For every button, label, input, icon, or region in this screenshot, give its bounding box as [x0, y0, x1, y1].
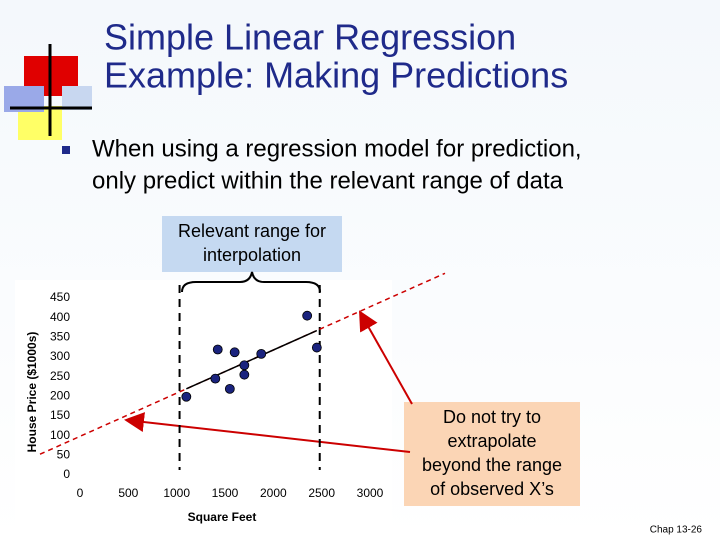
bullet-marker — [62, 146, 70, 154]
y-tick-label: 300 — [50, 349, 70, 363]
callout-text: Do not try to — [443, 407, 541, 427]
x-tick-label: 1000 — [163, 486, 190, 500]
y-tick-label: 350 — [50, 330, 70, 344]
y-axis-title: House Price ($1000s) — [25, 332, 39, 453]
data-point — [181, 391, 192, 402]
y-tick-label: 400 — [50, 310, 70, 324]
title-line: Simple Linear Regression — [104, 17, 516, 58]
x-tick-label: 3000 — [357, 486, 384, 500]
data-point — [311, 342, 322, 353]
y-tick-label: 100 — [50, 428, 70, 442]
callout-text: of observed X’s — [430, 479, 554, 499]
x-axis-title: Square Feet — [188, 510, 257, 524]
data-point — [256, 348, 267, 359]
x-tick-label: 500 — [118, 486, 138, 500]
y-tick-label: 50 — [57, 448, 71, 462]
callout-text: Relevant range for — [178, 221, 326, 241]
data-point — [239, 369, 250, 380]
fit-line — [186, 329, 318, 390]
data-point — [229, 347, 240, 358]
x-tick-label: 2000 — [260, 486, 287, 500]
callout-text: extrapolate — [447, 431, 536, 451]
arrow — [124, 412, 411, 453]
data-point — [239, 360, 250, 371]
data-point — [210, 373, 221, 384]
callout-box — [162, 216, 342, 272]
y-tick-label: 0 — [63, 467, 70, 481]
x-tick-label: 0 — [77, 486, 84, 500]
bullet-text: only predict within the relevant range o… — [92, 167, 564, 194]
y-tick-label: 150 — [50, 408, 70, 422]
footer: Chap 13-26 — [650, 525, 703, 536]
title-line: Example: Making Predictions — [104, 55, 568, 96]
x-tick-label: 1500 — [212, 486, 239, 500]
y-tick-label: 250 — [50, 369, 70, 383]
data-point — [212, 344, 223, 355]
brace — [181, 271, 321, 293]
decoration — [4, 44, 92, 140]
callout-box — [404, 402, 580, 506]
callout-text: beyond the range — [422, 455, 562, 475]
y-tick-label: 450 — [50, 290, 70, 304]
arrow — [359, 310, 413, 405]
bullet-text: When using a regression model for predic… — [92, 135, 582, 162]
extrapolation-line — [39, 272, 446, 455]
data-point — [224, 383, 235, 394]
data-point — [302, 310, 313, 321]
callout-text: interpolation — [203, 245, 301, 265]
x-tick-label: 2500 — [308, 486, 335, 500]
chart-area — [15, 280, 392, 532]
y-tick-label: 200 — [50, 389, 70, 403]
